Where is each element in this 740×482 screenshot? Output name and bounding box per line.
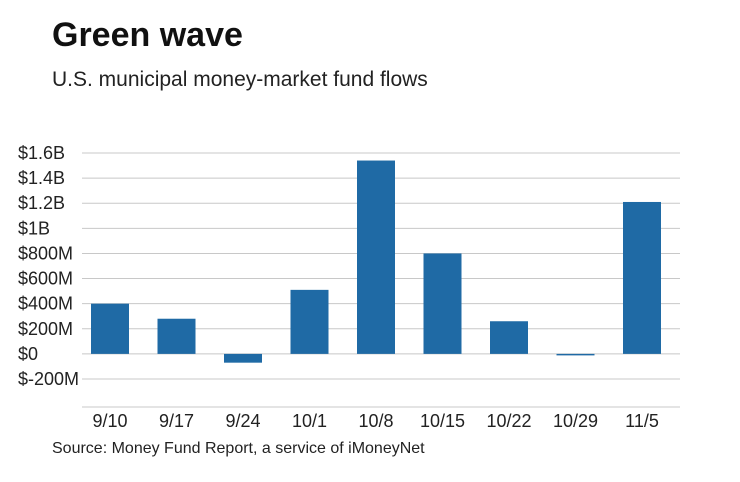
x-tick-label: 10/29: [553, 411, 598, 431]
x-tick-label: 10/8: [358, 411, 393, 431]
bar-11-5: [623, 201, 661, 354]
bar-10-29: [556, 353, 595, 356]
x-tick-label: 10/22: [486, 411, 531, 431]
y-tick-label: $600M: [18, 269, 73, 289]
source-note: Source: Money Fund Report, a service of …: [52, 440, 425, 457]
y-tick-label: $400M: [18, 294, 73, 314]
bar-10-15: [423, 253, 462, 354]
y-tick-label: $800M: [18, 243, 73, 263]
x-tick-label: 11/5: [625, 411, 659, 431]
y-tick-label: $1.2B: [18, 193, 65, 213]
x-tick-label: 9/24: [225, 411, 260, 431]
chart-title: Green wave: [52, 16, 243, 54]
bar-9-17: [157, 318, 196, 354]
y-tick-label: $-200M: [18, 369, 79, 389]
bar-10-1: [290, 289, 329, 354]
x-tick-label: 9/10: [92, 411, 127, 431]
x-tick-label: 10/1: [292, 411, 327, 431]
chart-subtitle: U.S. municipal money-market fund flows: [52, 68, 428, 91]
bar-10-8: [357, 160, 395, 354]
bar-9-10: [91, 303, 129, 354]
y-tick-label: $1B: [18, 218, 50, 238]
y-tick-label: $1.4B: [18, 168, 65, 188]
y-tick-label: $0: [18, 344, 38, 364]
y-axis-ticks: $1.6B $1.4B $1.2B $1B $800M $600M $400M $200M $0…: [18, 143, 79, 389]
y-tick-label: $200M: [18, 319, 73, 339]
x-axis-ticks: 9/10 9/17 9/24 10/1 10/8 10/15 10/22 10/29 11/5: [92, 411, 658, 431]
y-tick-label: $1.6B: [18, 143, 65, 163]
x-tick-label: 9/17: [159, 411, 194, 431]
bar-10-22: [490, 321, 528, 354]
bars: [91, 160, 661, 363]
x-tick-label: 10/15: [420, 411, 465, 431]
bar-9-24: [224, 353, 262, 363]
